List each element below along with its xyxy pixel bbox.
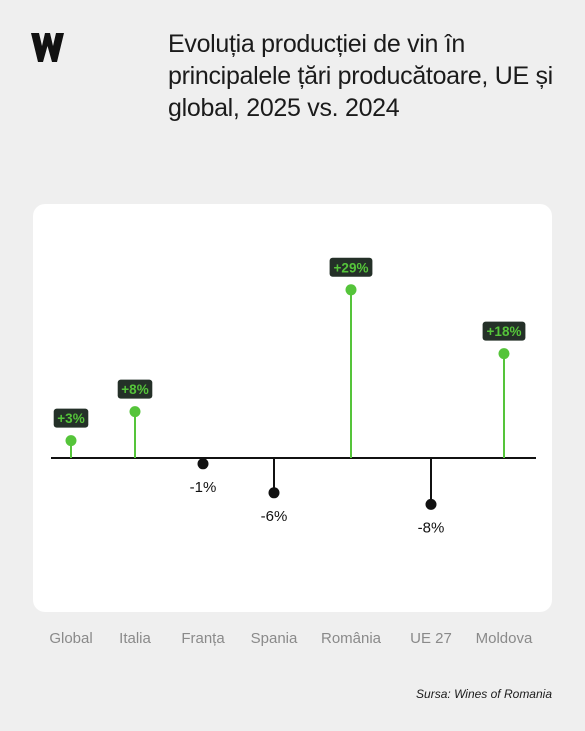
lollipop-chart: +3% +8% -1% -6% +29% -8% +18% <box>51 212 536 604</box>
data-label: +18% <box>487 324 522 339</box>
chart-card: +3% +8% -1% -6% +29% -8% +18% <box>33 204 552 612</box>
data-point <box>498 348 510 360</box>
data-label-box <box>482 321 526 341</box>
source-note: Sursa: Wines of Romania <box>416 687 552 701</box>
data-label: -1% <box>190 479 217 496</box>
category-label: Franța <box>181 630 225 647</box>
wines-of-romania-logo-icon <box>31 33 64 62</box>
page-title: Evoluția producției de vin în principale… <box>168 30 553 122</box>
data-label: +29% <box>334 260 369 275</box>
data-point <box>345 284 357 296</box>
category-label: România <box>321 630 382 647</box>
data-label: +8% <box>121 382 148 397</box>
data-label: -6% <box>261 508 288 525</box>
data-label-box <box>53 408 89 428</box>
category-label: Moldova <box>476 630 533 647</box>
category-label: Global <box>49 630 92 647</box>
category-axis-labels: Global Italia Franța Spania România UE 27 Mold… <box>49 630 533 647</box>
data-label: +3% <box>57 411 84 426</box>
data-label-box <box>329 257 373 277</box>
category-label: Spania <box>251 630 298 647</box>
category-label: Italia <box>119 630 151 647</box>
category-label: UE 27 <box>410 630 452 647</box>
data-label-box <box>117 379 153 399</box>
data-point <box>425 498 437 510</box>
data-point <box>129 406 141 418</box>
data-point <box>65 435 77 447</box>
data-point <box>268 487 280 499</box>
data-label: -8% <box>418 519 445 536</box>
data-point <box>197 458 209 470</box>
